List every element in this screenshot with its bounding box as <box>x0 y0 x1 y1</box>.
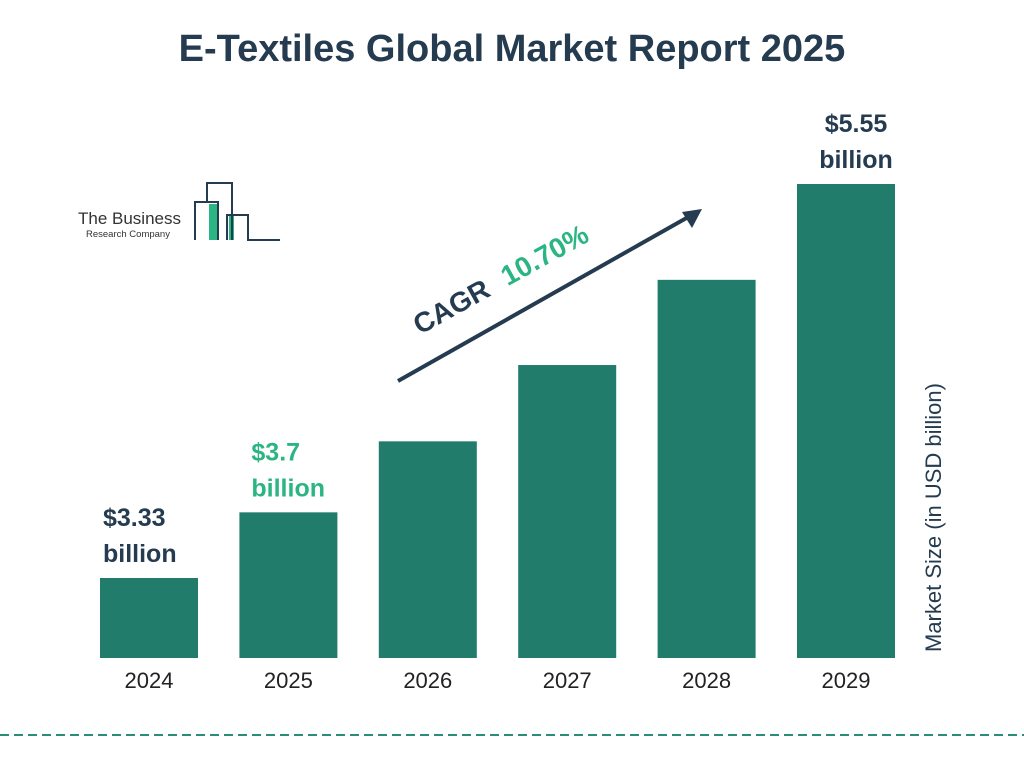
bar-2028 <box>657 279 756 658</box>
data-label-line2: billion <box>819 146 893 174</box>
logo-buildings <box>194 182 280 241</box>
x-tick-label: 2028 <box>682 668 731 693</box>
data-label-line2: billion <box>103 540 177 568</box>
x-tick-label: 2029 <box>822 668 871 693</box>
logo-line1: The Business <box>78 209 181 228</box>
cagr-arrow-line <box>397 214 691 383</box>
x-tick-label: 2027 <box>543 668 592 693</box>
x-tick-label: 2025 <box>264 668 313 693</box>
bar-2029 <box>797 184 895 658</box>
bar-2026 <box>378 441 477 658</box>
logo-line2: Research Company <box>86 229 170 240</box>
logo-bar-1 <box>209 204 217 240</box>
bar-2025 <box>239 512 338 658</box>
chart-title: E-Textiles Global Market Report 2025 <box>178 28 846 70</box>
cagr-label: CAGR <box>408 273 495 340</box>
data-label-line2: billion <box>251 474 325 502</box>
data-label-line1: $3.33 <box>103 504 166 532</box>
cagr-annotation: CAGR 10.70% <box>397 209 702 383</box>
bar-2024 <box>100 578 198 658</box>
data-label-line1: $5.55 <box>825 110 888 138</box>
bar-2027 <box>518 365 617 658</box>
arrow-head-icon <box>682 209 702 228</box>
x-tick-label: 2024 <box>125 668 174 693</box>
y-axis-label: Market Size (in USD billion) <box>921 383 946 652</box>
data-label-line1: $3.7 <box>251 438 300 466</box>
x-tick-label: 2026 <box>403 668 452 693</box>
company-logo: The Business Research Company <box>78 182 280 241</box>
